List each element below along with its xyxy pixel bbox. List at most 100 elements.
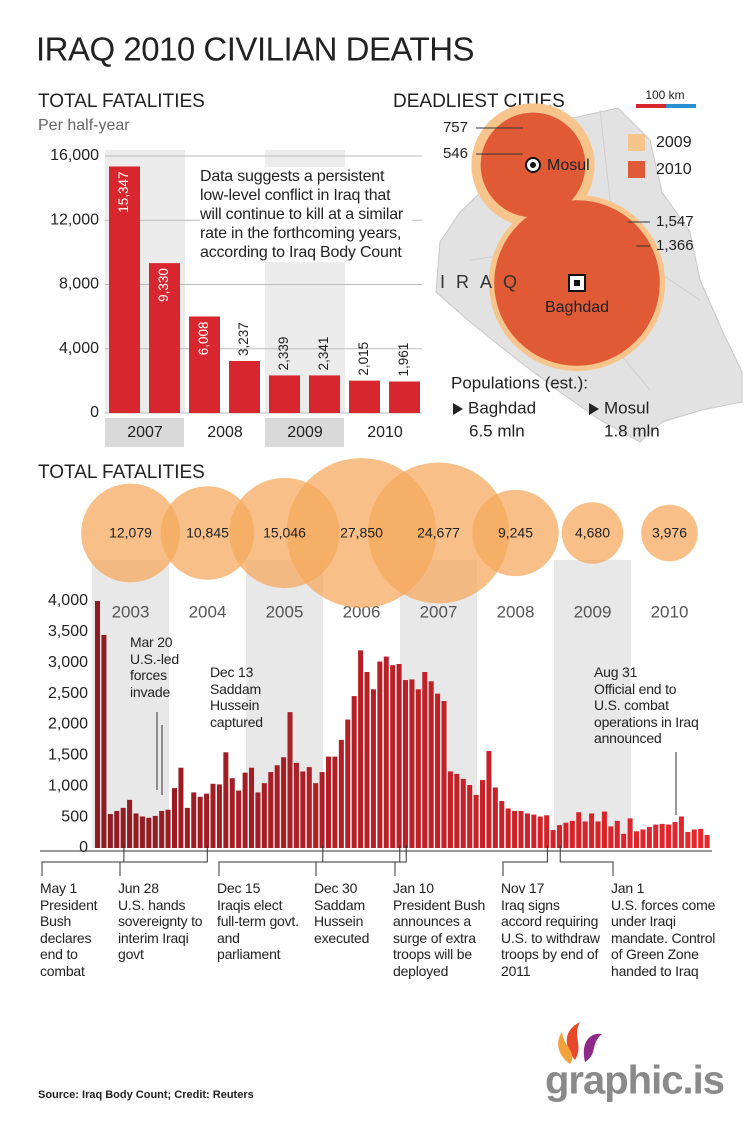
bar xyxy=(557,825,563,848)
year-label: 2007 xyxy=(420,602,458,621)
legend-label: 2009 xyxy=(656,134,692,151)
y-tick-label: 0 xyxy=(90,404,99,421)
bar xyxy=(191,792,197,848)
event-label: Jun 28 U.S. hands sovereignty to interim … xyxy=(118,880,208,963)
annotation: Data suggests a persistent low-level con… xyxy=(200,167,412,262)
bar xyxy=(95,601,101,848)
bar xyxy=(149,263,180,413)
bar xyxy=(601,811,607,848)
year-box xyxy=(345,418,424,447)
legend-swatch xyxy=(628,161,645,178)
bar xyxy=(415,689,421,848)
bar xyxy=(377,661,383,848)
y-tick-label: 3,000 xyxy=(48,654,88,671)
year-label: 2010 xyxy=(651,602,689,621)
event-label: Jan 10 President Bush announces a surge o… xyxy=(393,880,488,979)
year-box xyxy=(185,418,264,447)
event-connector xyxy=(218,845,324,876)
bar xyxy=(447,771,453,848)
population-city: Baghdad xyxy=(468,398,536,417)
event-date: Jun 28 xyxy=(118,880,159,896)
bar xyxy=(139,816,145,848)
bar xyxy=(576,812,582,848)
bar xyxy=(396,663,402,848)
bubble-label: 3,976 xyxy=(652,525,687,541)
value-label: 2,015 xyxy=(356,342,371,376)
value-label: 1,961 xyxy=(396,343,411,377)
bar xyxy=(621,833,627,848)
bar xyxy=(531,814,537,848)
event-date: Dec 13 xyxy=(210,664,254,680)
bar xyxy=(319,772,325,848)
bar xyxy=(512,810,518,848)
bar xyxy=(403,680,409,848)
bar xyxy=(101,634,107,848)
bar xyxy=(159,810,165,848)
bar xyxy=(659,823,665,848)
chart-title: TOTAL FATALITIES xyxy=(38,91,205,112)
bar xyxy=(120,807,126,848)
event-text: Iraqis elect full-term govt. and parliam… xyxy=(217,896,299,963)
bar xyxy=(268,772,274,848)
y-tick-label: 4,000 xyxy=(59,340,99,357)
bar xyxy=(473,794,479,848)
arrow xyxy=(589,403,599,415)
year-label: 2009 xyxy=(574,602,612,621)
bar xyxy=(486,751,492,848)
event-connector xyxy=(559,845,614,876)
y-tick-label: 0 xyxy=(79,839,88,856)
bar xyxy=(691,829,697,848)
chart-title: TOTAL FATALITIES xyxy=(38,462,205,483)
scale-bar xyxy=(666,104,696,108)
value-label: 3,237 xyxy=(236,322,251,356)
bar xyxy=(349,380,380,413)
bar xyxy=(666,824,672,848)
population-value: 1.8 mln xyxy=(604,421,660,440)
y-tick-label: 1,000 xyxy=(48,777,88,794)
year-label: 2010 xyxy=(367,424,403,441)
bar xyxy=(499,801,505,848)
bar xyxy=(309,375,340,413)
bar xyxy=(653,824,659,848)
event-date: Nov 17 xyxy=(501,880,545,896)
bar xyxy=(358,650,364,848)
bar xyxy=(537,816,543,848)
year-label: 2009 xyxy=(287,424,323,441)
bar xyxy=(326,756,332,848)
bar xyxy=(300,771,306,848)
population-value: 6.5 mln xyxy=(469,421,525,440)
y-tick-label: 3,500 xyxy=(48,623,88,640)
event-date: Dec 30 xyxy=(314,880,358,896)
event-label: Jan 1 U.S. forces come under Iraqi mandat… xyxy=(611,880,716,979)
bar xyxy=(685,831,691,848)
y-tick-label: 4,000 xyxy=(48,592,88,609)
bar xyxy=(370,689,376,848)
bar xyxy=(281,757,287,848)
bar xyxy=(210,783,216,848)
event-label: Nov 17 Iraq signs accord requiring U.S. t… xyxy=(501,880,601,979)
event-date: Jan 10 xyxy=(393,880,434,896)
bar xyxy=(306,767,312,848)
bar xyxy=(107,814,113,848)
bar xyxy=(698,828,704,848)
event-text: Saddam Hussein captured xyxy=(210,680,263,730)
bubble-label: 24,677 xyxy=(417,525,460,541)
event-connector xyxy=(502,845,548,876)
bar xyxy=(627,818,633,848)
bar xyxy=(189,316,220,413)
value-label: 1,547 xyxy=(656,213,694,230)
y-tick-label: 500 xyxy=(61,808,88,825)
bar xyxy=(133,813,139,848)
year-label: 2005 xyxy=(266,602,304,621)
event-connector xyxy=(315,845,401,876)
y-tick-label: 1,500 xyxy=(48,747,88,764)
bar xyxy=(435,693,441,848)
event-text: U.S.-led forces invade xyxy=(130,650,179,700)
value-label: 757 xyxy=(443,119,468,136)
bar xyxy=(338,739,344,848)
bar xyxy=(595,821,601,848)
event-text: U.S. forces come under Iraqi mandate. Co… xyxy=(611,896,716,979)
year-bubble xyxy=(367,462,510,604)
bar xyxy=(454,773,460,848)
bar xyxy=(569,820,575,848)
